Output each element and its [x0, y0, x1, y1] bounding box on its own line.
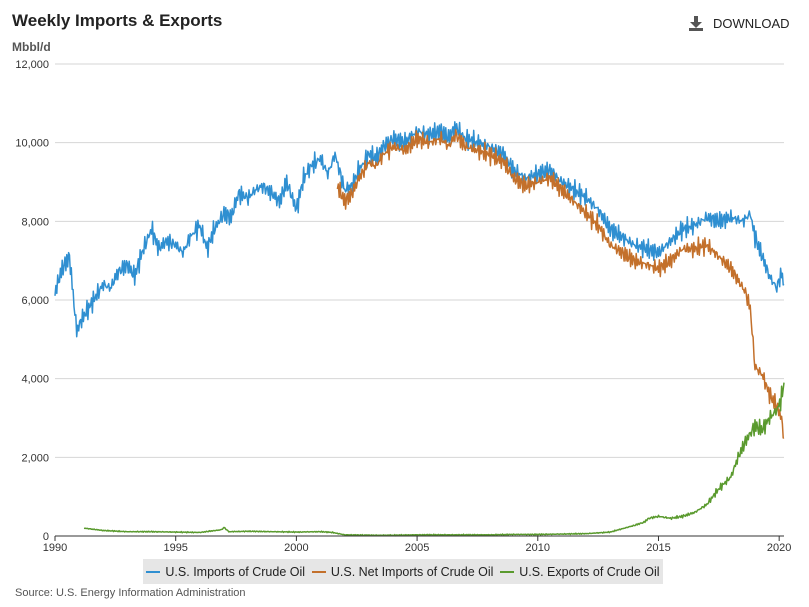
x-tick-label: 1990 — [43, 542, 67, 554]
legend-item-exports[interactable]: U.S. Exports of Crude Oil — [500, 564, 660, 579]
y-tick-label: 8,000 — [21, 216, 49, 228]
download-icon — [688, 15, 704, 31]
legend-label-exports: U.S. Exports of Crude Oil — [519, 564, 660, 579]
legend-label-net-imports: U.S. Net Imports of Crude Oil — [330, 564, 494, 579]
download-label: DOWNLOAD — [713, 15, 790, 31]
y-tick-label: 10,000 — [15, 138, 49, 150]
axes: 0 2,000 4,000 6,000 8,000 10,000 12,000 1990 199… — [15, 59, 791, 554]
x-tick-label: 2020 — [767, 542, 791, 554]
x-tick-label: 2010 — [526, 542, 550, 554]
x-tick-label: 2015 — [646, 542, 670, 554]
chart-legend: U.S. Imports of Crude Oil U.S. Net Impor… — [143, 559, 663, 584]
download-button[interactable]: DOWNLOAD — [688, 15, 790, 31]
series-line-exports — [83, 382, 785, 537]
legend-label-imports: U.S. Imports of Crude Oil — [165, 564, 306, 579]
y-tick-label: 2,000 — [21, 452, 49, 464]
legend-swatch-exports — [500, 570, 515, 573]
x-tick-label: 2005 — [405, 542, 429, 554]
legend-item-imports[interactable]: U.S. Imports of Crude Oil — [146, 565, 305, 579]
x-tick-label: 2000 — [284, 542, 308, 554]
series-lines — [54, 121, 785, 537]
source-note: Source: U.S. Energy Information Administ… — [15, 587, 246, 599]
y-axis-unit-label: Mbbl/d — [12, 40, 51, 54]
legend-swatch-imports — [146, 570, 161, 573]
chart-title: Weekly Imports & Exports — [12, 11, 223, 30]
legend-swatch-net-imports — [311, 570, 326, 573]
y-tick-label: 4,000 — [21, 374, 49, 386]
legend-item-net-imports[interactable]: U.S. Net Imports of Crude Oil — [311, 564, 494, 579]
x-tick-label: 1995 — [163, 542, 187, 554]
y-tick-label: 6,000 — [21, 295, 49, 307]
series-line-net-imports — [336, 128, 785, 439]
y-tick-label: 0 — [43, 531, 49, 543]
y-tick-label: 12,000 — [15, 59, 49, 71]
series-line-imports — [54, 121, 785, 338]
